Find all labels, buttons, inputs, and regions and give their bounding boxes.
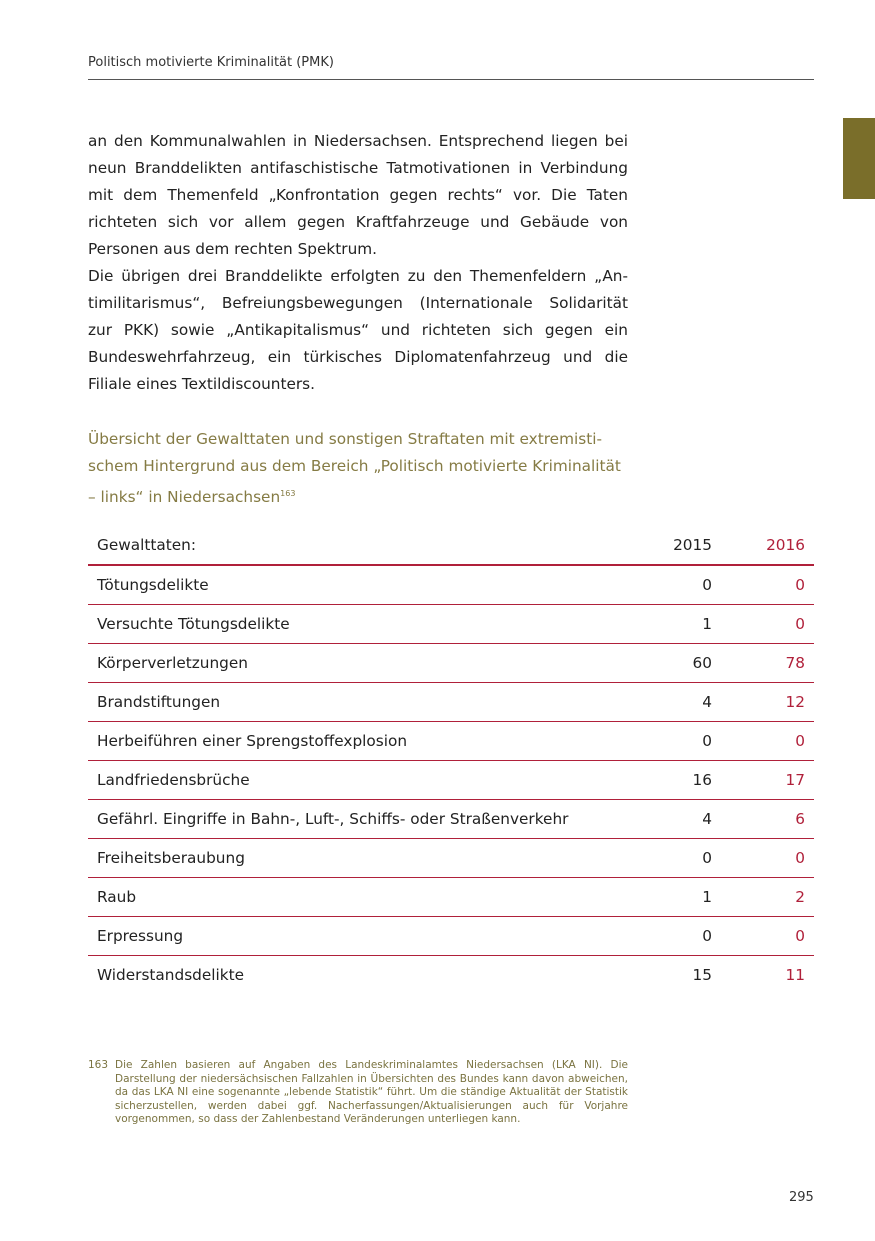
value-2015: 4 [643,682,721,722]
table-row: Herbeiführen einer Sprengstoffexplosion 0… [88,721,814,761]
header-label: Gewalttaten: [88,526,643,566]
value-2016: 6 [721,799,814,839]
value-2015: 0 [643,565,721,605]
table-row: Freiheitsberaubung 0 0 [88,838,814,878]
value-2015: 1 [643,604,721,644]
value-2015: 0 [643,721,721,761]
footnote-number: 163 [88,1059,109,1071]
title-line: Übersicht der Gewalttaten und sonstigen … [88,430,602,448]
title-line: schem Hintergrund aus dem Bereich „Polit… [88,457,621,475]
value-2015: 4 [643,799,721,839]
table-row: Gefährl. Eingriffe in Bahn-, Luft-, Schi… [88,799,814,839]
table-row: Brandstiftungen 4 12 [88,682,814,722]
value-2015: 0 [643,838,721,878]
value-2016: 0 [721,604,814,644]
value-2015: 15 [692,966,712,984]
row-label: Versuchte Tötungsdelikte [88,604,643,644]
header-rule [88,79,814,80]
crime-table: Gewalttaten: 2015 2016 Tötungsdelikte 0 0 V… [88,526,814,994]
body-line: mit dem Themenfeld „Konfrontation gegen … [88,186,628,204]
footnote-text: Die Zahlen basieren auf Angaben des Land… [115,1059,628,1125]
value-2016: 2 [721,877,814,917]
title-line-text: – links“ in Niedersachsen [88,488,281,507]
row-label: Herbeiführen einer Sprengstoffexplosion [88,721,643,761]
title-line: – links“ in Niedersachsen163 [88,480,628,511]
table-row: Widerstandsdelikte 15 11 [88,956,814,995]
body-line: an den Kommunalwahlen in Niedersachsen. … [88,132,628,150]
value-2016: 0 [721,838,814,878]
row-label: Landfriedensbrüche [88,760,643,800]
row-label: Tötungsdelikte [88,565,643,605]
table-row: Erpressung 0 0 [88,916,814,956]
row-label: Raub [88,877,643,917]
table-title: Übersicht der Gewalttaten und sonstigen … [88,426,628,511]
table-header-row: Gewalttaten: 2015 2016 [88,526,814,566]
running-header: Politisch motivierte Kriminalität (PMK) [88,55,334,70]
value-2016: 0 [721,916,814,956]
row-label: Körperverletzungen [88,643,643,683]
body-line: Filiale eines Textildiscounters. [88,375,315,393]
table-row: Körperverletzungen 60 78 [88,643,814,683]
page-number: 295 [789,1190,814,1205]
row-label: Widerstandsdelikte [97,966,245,984]
header-2016: 2016 [721,526,814,566]
value-2015: 60 [643,643,721,683]
value-2015: 1 [643,877,721,917]
body-line: zur PKK) sowie „Antikapitalismus“ und ri… [88,321,628,339]
table-row: Landfriedensbrüche 16 17 [88,760,814,800]
table-row: Raub 1 2 [88,877,814,917]
value-2016: 0 [721,721,814,761]
row-label: Brandstiftungen [88,682,643,722]
value-2016: 11 [785,966,805,984]
row-label: Freiheitsberaubung [88,838,643,878]
table-row: Versuchte Tötungsdelikte 1 0 [88,604,814,644]
table-row: Tötungsdelikte 0 0 [88,565,814,605]
value-2016: 78 [721,643,814,683]
header-2015: 2015 [643,526,721,566]
body-line: timilitarismus“, Befreiungsbewegungen (I… [88,294,628,312]
body-line: Bundeswehrfahrzeug, ein türkisches Diplo… [88,348,628,366]
row-label: Gefährl. Eingriffe in Bahn-, Luft-, Schi… [88,799,643,839]
value-2016: 12 [721,682,814,722]
body-line: neun Branddelikten antifaschistische Tat… [88,159,628,177]
footnote-ref[interactable]: 163 [280,489,296,498]
value-2015: 0 [643,916,721,956]
body-line: richteten sich vor allem gegen Kraftfahr… [88,213,628,231]
value-2016: 0 [721,565,814,605]
value-2016: 17 [721,760,814,800]
value-2015: 16 [643,760,721,800]
body-line: Personen aus dem rechten Spektrum. [88,240,378,258]
row-label: Erpressung [88,916,643,956]
chapter-side-tab [843,118,875,199]
footnote: 163 Die Zahlen basieren auf Angaben des … [88,1059,628,1127]
body-line: Die übrigen drei Branddelikte erfolgten … [88,267,628,285]
body-paragraph: an den Kommunalwahlen in Niedersachsen. … [88,128,628,398]
